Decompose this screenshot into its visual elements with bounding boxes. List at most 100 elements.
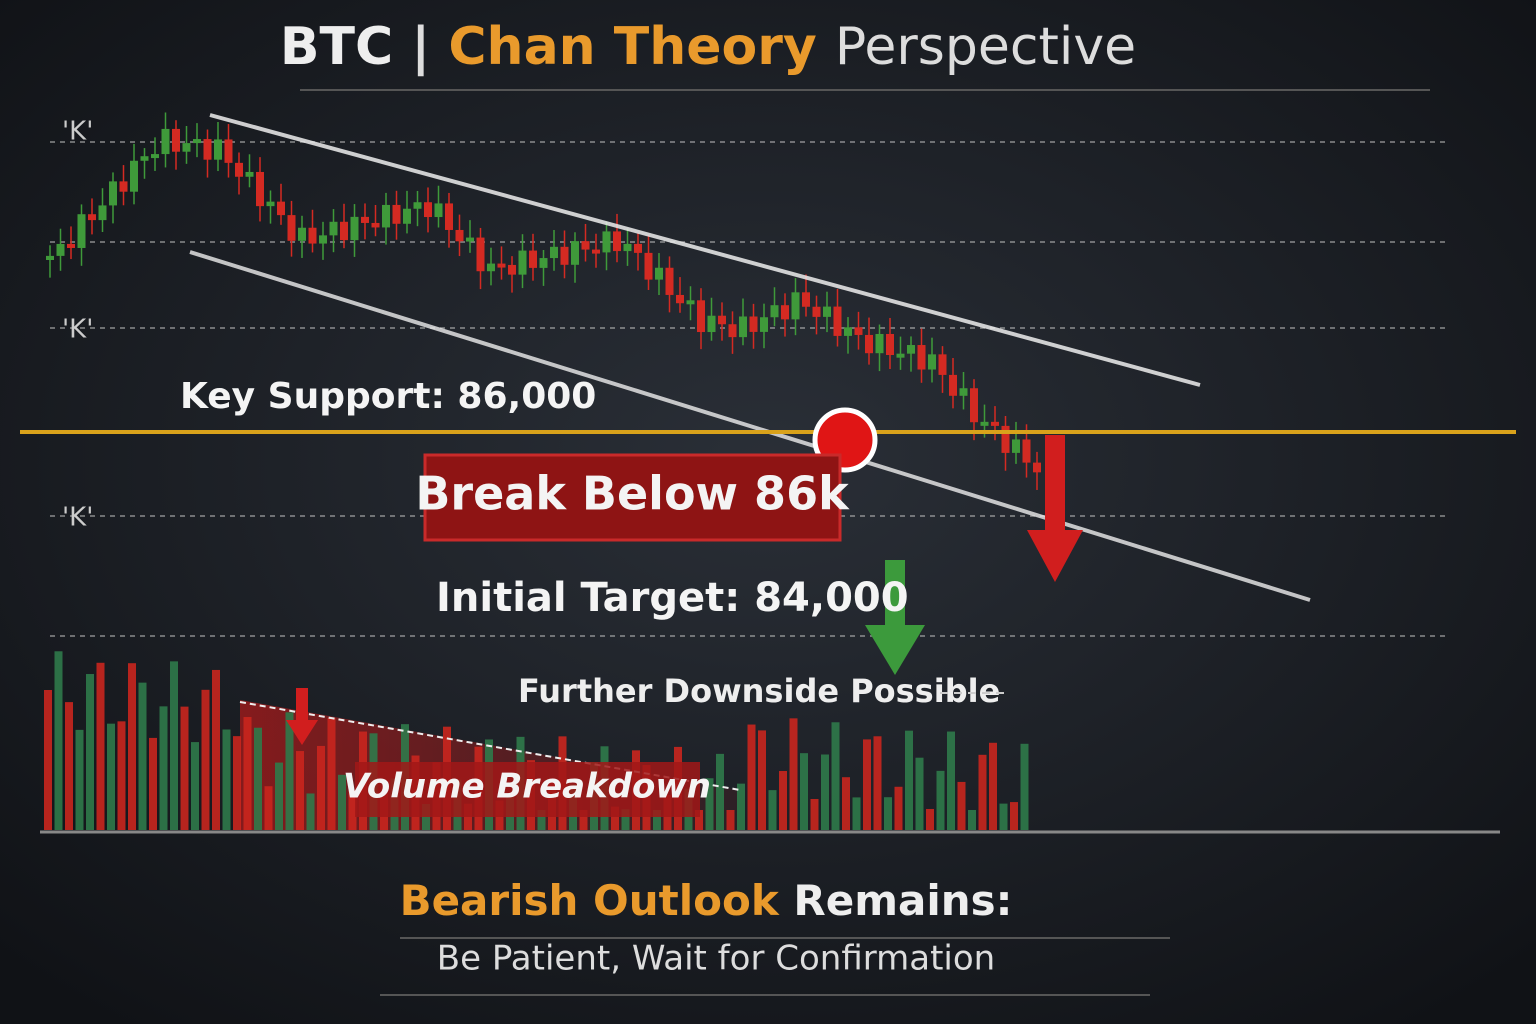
volume-bar <box>243 717 252 830</box>
down-arrow-green <box>865 560 925 675</box>
volume-bar <box>317 745 325 830</box>
candle-body <box>203 139 212 160</box>
candle-body <box>329 221 338 236</box>
volume-bar <box>170 661 178 830</box>
candle-body <box>760 317 768 332</box>
candle-body <box>235 162 243 177</box>
candle-body <box>182 143 191 152</box>
candle-body <box>791 292 800 320</box>
candle-body <box>46 255 54 260</box>
downside-note: Further Downside Possible <box>518 672 1000 710</box>
volume-bar <box>285 712 294 830</box>
volume-bar <box>306 793 315 830</box>
volume-bar <box>810 798 819 830</box>
candle-body <box>949 374 957 396</box>
title: BTC | Chan Theory Perspective <box>280 17 1136 77</box>
candle-body <box>1033 462 1041 473</box>
candle-body <box>340 221 348 241</box>
support-value: 86,000 <box>457 376 596 417</box>
candle-body <box>697 300 705 333</box>
candle-body <box>193 139 201 144</box>
volume-bar <box>936 770 945 830</box>
volume-bar <box>264 786 273 830</box>
volume-bar <box>695 810 703 830</box>
candle-body <box>718 315 726 325</box>
volume-bar <box>327 717 336 830</box>
candle-body <box>266 201 275 207</box>
volume-bar <box>138 682 147 830</box>
candle-body <box>875 333 884 354</box>
candle-body <box>634 243 642 253</box>
axis-label: 'K' <box>62 503 93 533</box>
channel-bottom <box>189 250 1311 602</box>
candle-body <box>907 345 915 354</box>
volume-bar <box>831 722 840 830</box>
candle-body <box>88 214 96 221</box>
candle-body <box>224 139 233 163</box>
volume-bar <box>726 810 735 830</box>
volume-bar <box>947 731 955 830</box>
volume-bar <box>705 778 714 830</box>
volume-arrow <box>286 688 318 745</box>
volume-bar <box>149 737 157 830</box>
target-value: 84,000 <box>754 575 908 621</box>
candle-body <box>497 263 506 268</box>
candle-body <box>455 229 464 242</box>
volume-bar <box>338 774 346 830</box>
volume-bar <box>957 781 966 830</box>
candle-body <box>886 333 894 356</box>
candle-body <box>277 201 285 216</box>
candle-body <box>781 305 789 320</box>
volume-bar <box>44 690 52 830</box>
candle-body <box>67 243 75 248</box>
candle-body <box>980 421 989 426</box>
volume-label: Volume Breakdown <box>343 767 711 807</box>
volume-bar <box>779 771 787 830</box>
candle-body <box>728 324 737 338</box>
footer-rest: Remains: <box>793 876 1012 925</box>
candle-body <box>959 388 968 396</box>
candle-body <box>812 306 821 317</box>
target-text: Initial Target: <box>436 575 740 621</box>
candle-body <box>592 249 600 254</box>
volume-bar <box>107 723 115 830</box>
volume-bar <box>275 762 283 830</box>
candle-body <box>508 264 516 275</box>
volume-bar <box>128 663 136 830</box>
volume-bar <box>611 806 619 830</box>
volume-bar <box>926 808 934 830</box>
candle-body <box>161 128 170 155</box>
volume-bar <box>159 706 168 830</box>
axis-label: 'K' <box>62 117 93 147</box>
volume-bar <box>768 790 777 830</box>
candle-body <box>833 306 842 336</box>
candle-body <box>854 327 863 335</box>
candle-body <box>655 267 663 280</box>
candle-body <box>424 202 432 218</box>
footer-title: Bearish Outlook Remains: <box>400 876 1013 925</box>
candle-body <box>140 156 149 161</box>
volume-bar <box>117 721 126 830</box>
footer-advice: Be Patient, Wait for Confirmation <box>437 939 995 979</box>
candle-body <box>865 334 873 354</box>
candle-body <box>466 237 474 242</box>
candle-body <box>392 204 401 224</box>
volume-bar <box>884 797 892 830</box>
volume-bar <box>978 754 987 830</box>
volume-bar <box>191 742 199 830</box>
candle-body <box>571 241 579 265</box>
break-label: Break Below 86k <box>415 467 850 521</box>
candle-body <box>613 231 621 252</box>
candle-body <box>413 202 422 209</box>
candle-body <box>56 243 65 256</box>
candle-body <box>623 243 632 252</box>
volume-bar <box>800 753 808 830</box>
candle-body <box>749 316 758 332</box>
candle-body <box>802 292 810 307</box>
candle-body <box>560 246 569 265</box>
volume-bar <box>821 754 829 830</box>
axis-label: 'K' <box>62 315 93 345</box>
candle-body <box>676 294 684 304</box>
